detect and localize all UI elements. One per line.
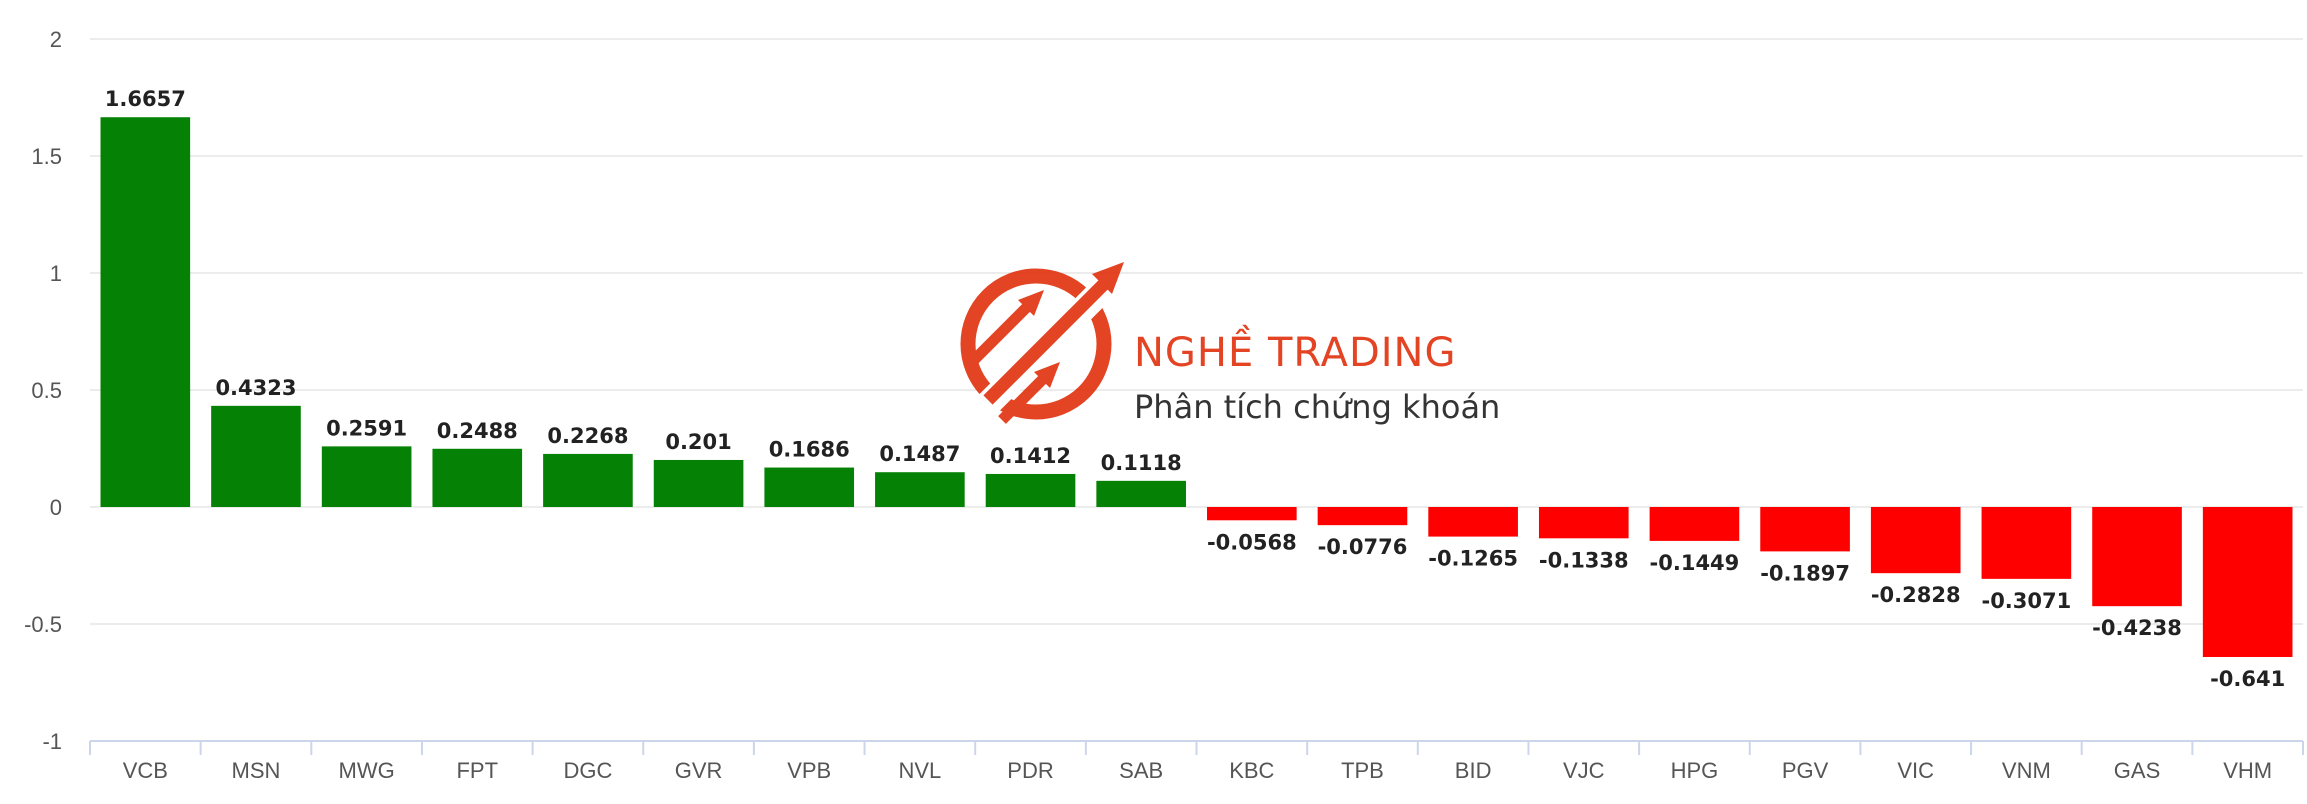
bar-fpt[interactable] xyxy=(432,448,523,507)
data-label: -0.4238 xyxy=(2092,616,2182,640)
bar-vcb[interactable] xyxy=(100,117,191,507)
bar-pdr[interactable] xyxy=(985,473,1076,507)
x-tick-label: GAS xyxy=(2114,758,2160,783)
y-tick-label: 1 xyxy=(50,261,62,286)
data-label: -0.3071 xyxy=(1981,589,2071,613)
x-tick-label: VJC xyxy=(1563,758,1605,783)
x-tick-label: VHM xyxy=(2223,758,2272,783)
x-tick-label: BID xyxy=(1455,758,1492,783)
bar-vic[interactable] xyxy=(1870,507,1961,574)
x-tick-label: TPB xyxy=(1341,758,1384,783)
x-tick-label: FPT xyxy=(456,758,498,783)
y-tick-label: 2 xyxy=(50,27,62,52)
data-label: -0.1265 xyxy=(1428,547,1518,571)
data-label: 0.2268 xyxy=(547,424,628,448)
x-tick-label: MSN xyxy=(232,758,281,783)
bar-vhm[interactable] xyxy=(2202,507,2293,657)
bar-vnm[interactable] xyxy=(1981,507,2072,579)
bar-bid[interactable] xyxy=(1428,507,1518,537)
bar-tpb[interactable] xyxy=(1317,507,1408,526)
data-label: 0.1412 xyxy=(990,444,1071,468)
data-labels: 1.6657 0.4323 0.2591 0.2488 0.2268 0.201 0.168… xyxy=(105,87,2285,691)
bar-mwg[interactable] xyxy=(321,446,412,507)
bar-gvr[interactable] xyxy=(653,459,744,507)
x-tick-label: VNM xyxy=(2002,758,2051,783)
y-tick-label: 1.5 xyxy=(31,144,62,169)
data-label: 0.2488 xyxy=(437,419,518,443)
bar-vjc[interactable] xyxy=(1538,507,1629,539)
bar-nvl[interactable] xyxy=(875,472,965,507)
x-tick-label: VPB xyxy=(787,758,831,783)
bar-pgv[interactable] xyxy=(1760,507,1850,552)
y-tick-label: 0.5 xyxy=(31,378,62,403)
bar-gas[interactable] xyxy=(2092,507,2182,607)
data-label: -0.0776 xyxy=(1318,535,1408,559)
watermark-tagline-text: Phân tích chứng khoán xyxy=(1134,388,1500,426)
x-axis: VCB MSN MWG FPT DGC GVR VPB NVL PDR SAB KBC TPB BID V… xyxy=(89,740,2304,783)
brand-logo-icon xyxy=(960,262,1124,424)
y-tick-label: -0.5 xyxy=(24,612,62,637)
bar-dgc[interactable] xyxy=(543,453,633,507)
data-label: 0.1487 xyxy=(879,442,960,466)
x-tick-label: PGV xyxy=(1782,758,1829,783)
x-tick-label: NVL xyxy=(898,758,941,783)
data-label: -0.1897 xyxy=(1760,561,1850,585)
data-label: 0.4323 xyxy=(215,376,296,400)
y-axis-tick-labels: 2 1.5 1 0.5 0 -0.5 -1 xyxy=(24,27,62,754)
bar-sab[interactable] xyxy=(1096,480,1186,507)
data-label: 0.1118 xyxy=(1101,451,1182,475)
x-tick-label: KBC xyxy=(1229,758,1274,783)
y-tick-label: 0 xyxy=(50,495,62,520)
data-label: -0.2828 xyxy=(1871,583,1961,607)
y-tick-label: -1 xyxy=(42,729,62,754)
data-label: -0.1338 xyxy=(1539,548,1629,572)
data-label: 1.6657 xyxy=(105,87,186,111)
bar-hpg[interactable] xyxy=(1649,507,1740,541)
data-label: -0.1449 xyxy=(1650,551,1740,575)
data-label: 0.201 xyxy=(665,430,731,454)
x-tick-label: VCB xyxy=(123,758,168,783)
x-tick-label: VIC xyxy=(1897,758,1934,783)
data-label: 0.1686 xyxy=(769,438,850,462)
x-tick-label: GVR xyxy=(675,758,723,783)
x-tick-label: DGC xyxy=(563,758,612,783)
data-label: -0.641 xyxy=(2210,667,2285,691)
bars xyxy=(100,117,2293,657)
data-label: -0.0568 xyxy=(1207,530,1297,554)
data-label: 0.2591 xyxy=(326,416,407,440)
x-tick-label: HPG xyxy=(1671,758,1719,783)
bar-kbc[interactable] xyxy=(1207,507,1297,521)
watermark-brand-text: NGHỀ TRADING xyxy=(1134,324,1456,376)
bar-vpb[interactable] xyxy=(764,467,855,507)
x-tick-label: PDR xyxy=(1007,758,1053,783)
x-tick-label: SAB xyxy=(1119,758,1163,783)
x-tick-label: MWG xyxy=(339,758,395,783)
bar-msn[interactable] xyxy=(211,405,301,507)
watermark-logo: NGHỀ TRADING Phân tích chứng khoán xyxy=(960,262,1500,426)
